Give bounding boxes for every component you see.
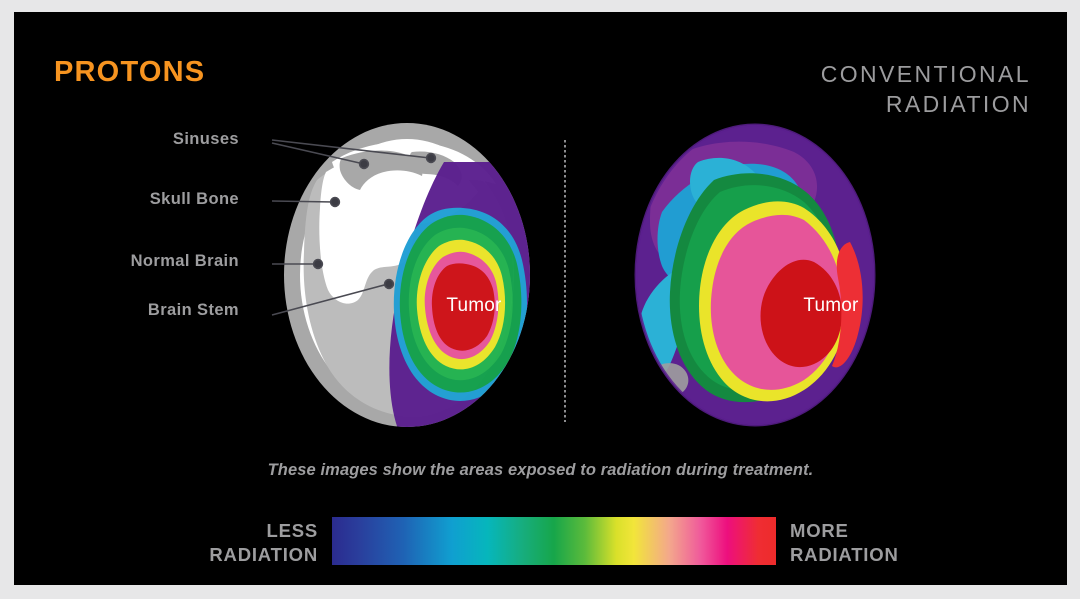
- page-title-protons: PROTONS: [54, 56, 206, 88]
- nasal-septum-left: [386, 179, 407, 202]
- legend-less-line1: LESS: [266, 520, 318, 541]
- leader-line-sinuses-a: [271, 139, 431, 159]
- conventional-title-line1: CONVENTIONAL: [820, 61, 1031, 87]
- proton-dose-field: [389, 162, 530, 427]
- scan-illustrations: [271, 123, 876, 427]
- leader-line-skull: [271, 200, 335, 203]
- tumor-core-left: [431, 263, 495, 351]
- head-rim-right: [634, 123, 876, 427]
- legend-more-line1: MORE: [790, 520, 849, 541]
- annotation-label-brain-stem: Brain Stem: [147, 301, 239, 319]
- scan-divider: [564, 140, 566, 422]
- conventional-scan-graphic: [634, 123, 876, 427]
- radiation-legend: LESS RADIATION MORE RADIATION: [14, 515, 1080, 571]
- tumor-label-right: Tumor: [803, 295, 859, 316]
- leader-line-stem: [271, 283, 389, 316]
- leader-dot-sinuses-a: [425, 152, 437, 164]
- annotation-label-sinuses: Sinuses: [172, 130, 239, 148]
- proton-scan-graphic: [284, 123, 530, 427]
- leader-line-sinuses-b: [271, 142, 365, 165]
- infographic-panel: PROTONS CONVENTIONAL RADIATION Sinuses S…: [14, 12, 1067, 585]
- caption-text: These images show the areas exposed to r…: [267, 461, 814, 479]
- legend-less-line2: RADIATION: [209, 544, 318, 566]
- legend-label-more: MORE RADIATION: [790, 519, 1020, 567]
- legend-gradient-bar: [332, 517, 776, 565]
- leader-dot-sinuses-b: [358, 158, 370, 170]
- annotation-label-normal-brain: Normal Brain: [130, 252, 239, 270]
- tumor-core-right: [760, 259, 842, 368]
- annotation-leader-lines: [271, 139, 437, 316]
- dose-rim-red-right: [832, 242, 863, 368]
- leader-dot-skull: [329, 196, 341, 208]
- legend-label-less: LESS RADIATION: [132, 519, 318, 567]
- leader-dot-stem: [383, 278, 395, 290]
- legend-more-line2: RADIATION: [790, 544, 899, 566]
- annotation-label-skull-bone: Skull Bone: [149, 190, 239, 208]
- conventional-title-line2: RADIATION: [885, 90, 1031, 117]
- page-title-conventional: CONVENTIONAL RADIATION: [701, 60, 1031, 120]
- leader-dot-brain: [312, 258, 324, 270]
- tumor-label-left: Tumor: [446, 295, 502, 316]
